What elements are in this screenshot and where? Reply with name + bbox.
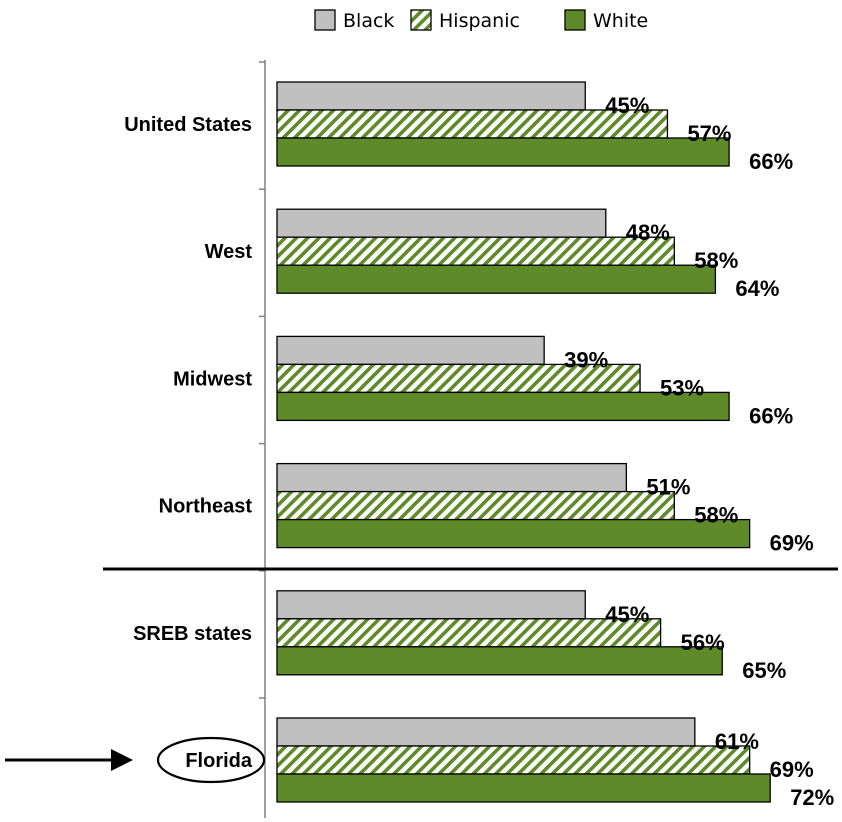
bars bbox=[276, 81, 771, 803]
bar-united-states-black bbox=[276, 81, 586, 111]
florida-highlight bbox=[5, 736, 266, 784]
axis-ticks bbox=[259, 61, 265, 699]
value-labels: 45%57%66%48%58%64%39%53%66%51%58%69%45%5… bbox=[564, 93, 834, 810]
bar-northeast-hispanic bbox=[276, 490, 675, 521]
legend: Black Hispanic White bbox=[314, 9, 648, 32]
value-label-northeast-white: 69% bbox=[770, 531, 814, 556]
florida-circle bbox=[156, 736, 266, 784]
bar-united-states-hispanic bbox=[276, 109, 669, 139]
value-label-midwest-hispanic: 53% bbox=[660, 375, 704, 400]
bar-west-hispanic bbox=[276, 236, 675, 266]
bar-sreb-states-white bbox=[276, 646, 723, 676]
bar-west-black bbox=[276, 208, 607, 238]
value-label-florida-black: 61% bbox=[715, 729, 759, 754]
legend-label-white: White bbox=[593, 10, 648, 32]
value-label-west-white: 64% bbox=[735, 276, 779, 301]
bar-florida-hispanic bbox=[276, 745, 751, 775]
value-label-west-hispanic: 58% bbox=[694, 248, 738, 273]
category-label-northeast: Northeast bbox=[159, 496, 253, 518]
legend-label-black: Black bbox=[343, 10, 394, 32]
legend-swatch-hispanic bbox=[410, 9, 432, 31]
bar-united-states-white bbox=[276, 137, 730, 167]
value-label-florida-white: 72% bbox=[790, 785, 834, 810]
value-label-northeast-hispanic: 58% bbox=[694, 503, 738, 528]
value-label-sreb-states-hispanic: 56% bbox=[681, 630, 725, 655]
bar-sreb-states-black bbox=[276, 590, 586, 620]
value-label-sreb-states-black: 45% bbox=[605, 602, 649, 627]
category-label-midwest: Midwest bbox=[173, 368, 252, 390]
category-label-florida: Florida bbox=[185, 750, 253, 772]
value-label-west-black: 48% bbox=[626, 220, 670, 245]
value-label-northeast-black: 51% bbox=[646, 475, 690, 500]
bar-midwest-white bbox=[276, 391, 730, 422]
category-label-west: West bbox=[205, 241, 253, 263]
bar-midwest-black bbox=[276, 335, 545, 366]
bar-northeast-white bbox=[276, 518, 751, 549]
bar-northeast-black bbox=[276, 462, 628, 493]
arrow-head-icon bbox=[111, 749, 133, 771]
bar-florida-black bbox=[276, 717, 696, 747]
value-label-sreb-states-white: 65% bbox=[742, 658, 786, 683]
value-label-florida-hispanic: 69% bbox=[770, 757, 814, 782]
value-label-united-states-hispanic: 57% bbox=[687, 121, 731, 146]
value-label-united-states-black: 45% bbox=[605, 93, 649, 118]
bar-florida-white bbox=[276, 773, 771, 803]
value-label-midwest-black: 39% bbox=[564, 347, 608, 372]
bar-west-white bbox=[276, 264, 717, 294]
category-labels: United States West Midwest Northeast SREB st… bbox=[124, 114, 253, 772]
legend-swatch-white bbox=[564, 9, 586, 31]
legend-swatch-black bbox=[314, 9, 336, 31]
bar-sreb-states-hispanic bbox=[276, 618, 662, 648]
legend-label-hispanic: Hispanic bbox=[439, 10, 520, 32]
value-label-united-states-white: 66% bbox=[749, 149, 793, 174]
value-label-midwest-white: 66% bbox=[749, 403, 793, 428]
category-label-united-states: United States bbox=[124, 114, 252, 136]
category-label-sreb-states: SREB states bbox=[133, 623, 252, 645]
